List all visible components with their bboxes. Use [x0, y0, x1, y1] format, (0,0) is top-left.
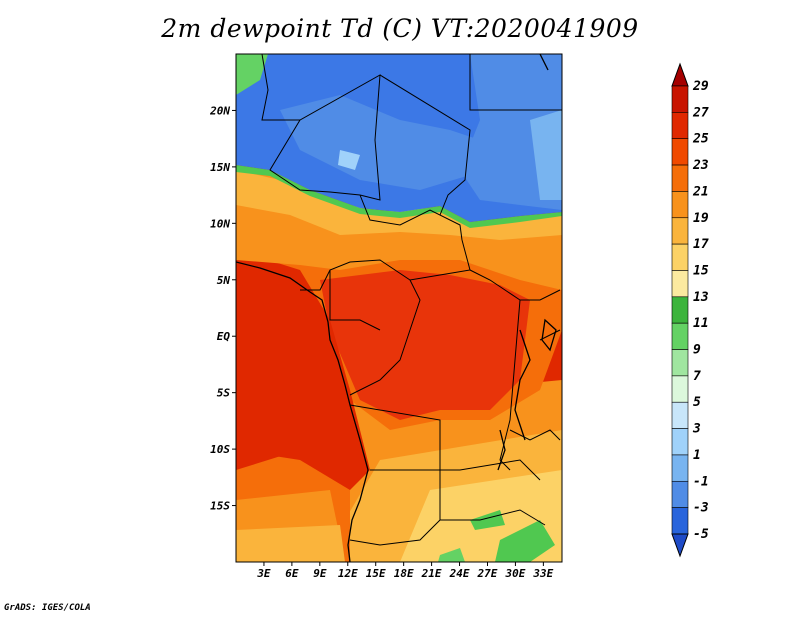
lon-tick-label: 9E — [313, 567, 327, 580]
lat-tick-label: 5N — [217, 274, 231, 287]
colorbar-label: 27 — [692, 105, 709, 120]
colorbar-label: 9 — [693, 343, 701, 358]
colorbar-label: -5 — [693, 527, 709, 542]
latitude-axis: 20N 15N 10N 5N EQ 5S 10S 15S — [209, 104, 236, 513]
lon-tick-label: 30E — [504, 567, 525, 580]
colorbar-label: 5 — [693, 395, 701, 410]
border-line — [469, 54, 562, 111]
colorbar-label: 13 — [693, 290, 709, 305]
border-line — [300, 239, 471, 291]
border-line — [329, 270, 381, 331]
border-line — [349, 404, 541, 481]
border-line — [261, 54, 381, 201]
nw-green-patch — [236, 54, 268, 95]
colorbar-swatch — [671, 507, 689, 535]
lon-tick-label: 15E — [366, 567, 386, 580]
sahara-lightblue-field — [280, 95, 480, 190]
lon-tick-label: 27E — [477, 567, 498, 580]
border-line — [509, 429, 561, 441]
colorbar-top-triangle — [671, 62, 689, 87]
south-green-patch-2 — [470, 510, 505, 530]
lake-victoria — [541, 318, 557, 352]
sahel-lightorange-field — [236, 170, 562, 240]
colorbar-label: -1 — [693, 474, 709, 489]
border-line — [359, 194, 463, 241]
lon-tick-label: 3E — [256, 567, 271, 580]
lat-tick-label: 15N — [210, 161, 230, 174]
coastal-red-field — [236, 250, 370, 490]
colorbar-label: 25 — [692, 132, 709, 147]
congo-red-field — [320, 270, 530, 420]
lon-tick-label: 33E — [532, 567, 553, 580]
colorbar: 29 27 25 23 21 19 17 15 13 11 9 7 5 3 1 -1 -3 -5 — [671, 62, 709, 558]
colorbar-label: 3 — [692, 422, 701, 437]
colorbar-swatch — [671, 428, 689, 456]
colorbar-swatch — [671, 85, 689, 113]
colorbar-label: 17 — [693, 237, 709, 252]
lat-tick-label: EQ — [217, 330, 231, 343]
lon-tick-label: 21E — [421, 567, 442, 580]
colorbar-swatch — [671, 191, 689, 219]
transition-green-line — [236, 165, 562, 228]
colorbar-swatch — [671, 480, 689, 508]
colorbar-label: 29 — [692, 79, 709, 94]
political-boundaries — [261, 54, 562, 546]
longitude-axis: 3E 6E 9E 12E 15E 18E 21E 24E 27E 30E 33E — [256, 562, 554, 580]
map-title: 2m dewpoint Td (C) VT:2020041909 — [161, 14, 639, 43]
colorbar-swatch — [671, 401, 689, 429]
red-sea-lightblue — [530, 110, 562, 200]
border-line — [349, 279, 421, 396]
credit-label: GrADS: IGES/COLA — [4, 603, 91, 613]
lon-tick-label: 6E — [285, 567, 299, 580]
colorbar-label: 15 — [693, 263, 709, 278]
plot-frame — [235, 53, 563, 563]
colorbar-bottom-triangle — [671, 533, 689, 558]
lon-tick-label: 24E — [449, 567, 470, 580]
colorbar-swatch — [671, 375, 689, 403]
colorbar-swatch — [671, 217, 689, 245]
colorbar-label: 21 — [692, 184, 709, 199]
lat-tick-label: 20N — [209, 104, 230, 117]
sahara-pale-patch — [338, 150, 360, 170]
colorbar-swatch — [671, 270, 689, 298]
nile-delta-coast — [539, 54, 549, 71]
lat-tick-label: 10N — [210, 217, 230, 230]
colorbar-swatch — [671, 138, 689, 166]
colorbar-swatch — [671, 164, 689, 192]
coastline — [236, 54, 557, 562]
colorbar-label: 1 — [693, 448, 701, 463]
sw-ocean-yellow-field — [236, 525, 345, 562]
lat-tick-label: 15S — [210, 500, 230, 513]
colorbar-swatch — [671, 112, 689, 140]
colorbar-label: -3 — [693, 501, 709, 516]
colorbar-label: 23 — [692, 158, 709, 173]
border-line — [539, 329, 561, 341]
lon-tick-label: 12E — [338, 567, 358, 580]
colorbar-swatch — [671, 296, 689, 324]
south-green-patch — [495, 520, 555, 562]
colorbar-swatch — [671, 454, 689, 482]
colorbar-label: 7 — [693, 369, 701, 384]
lat-tick-label: 10S — [210, 443, 230, 456]
lon-tick-label: 18E — [394, 567, 414, 580]
border-line — [440, 509, 546, 526]
colorbar-swatch — [671, 349, 689, 377]
colorbar-label: 11 — [693, 316, 709, 331]
border-line — [379, 74, 471, 216]
atlantic-coastline — [236, 261, 369, 562]
border-line — [349, 469, 441, 546]
colorbar-swatch — [671, 243, 689, 271]
lake-malawi — [497, 429, 506, 471]
south-green-patch-3 — [438, 548, 465, 562]
border-line — [269, 119, 361, 196]
border-line — [499, 299, 521, 471]
field-shading — [236, 54, 562, 562]
colorbar-label: 19 — [693, 211, 709, 226]
lake-tanganyika — [514, 329, 531, 441]
colorbar-swatch — [671, 322, 689, 350]
lat-tick-label: 5S — [217, 387, 231, 400]
